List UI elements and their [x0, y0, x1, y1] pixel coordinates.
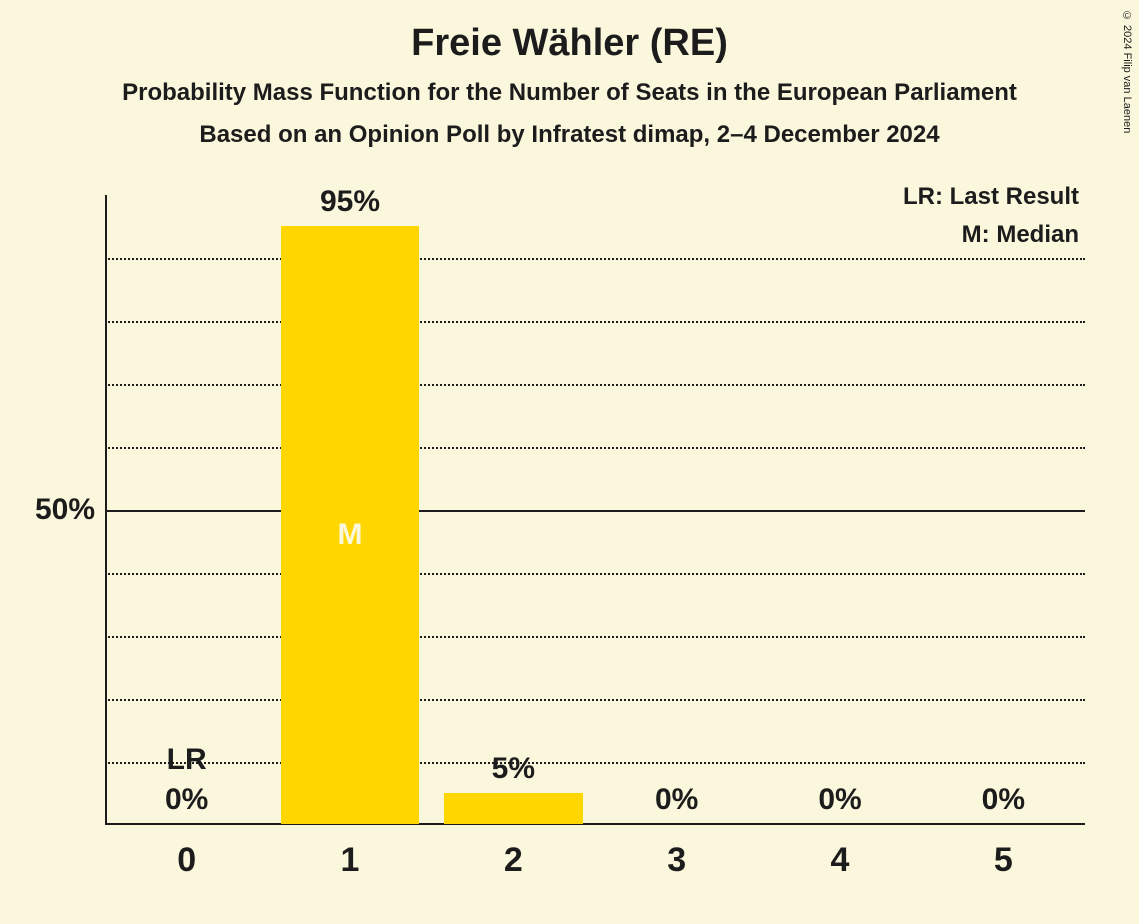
bar-value-label: 0% [982, 783, 1025, 817]
x-tick-label: 4 [831, 841, 850, 880]
grid-line [105, 447, 1085, 449]
bar-value-label: 95% [320, 185, 380, 219]
median-marker: M [338, 518, 363, 552]
grid-line [105, 510, 1085, 512]
bar [444, 793, 583, 825]
chart-subtitle-1: Probability Mass Function for the Number… [0, 65, 1139, 107]
grid-line [105, 384, 1085, 386]
grid-line [105, 636, 1085, 638]
grid-line [105, 573, 1085, 575]
bar-value-label: 5% [492, 752, 535, 786]
x-tick-label: 1 [341, 841, 360, 880]
chart-area: 50%0%LR095%M15%20%30%40%5LR: Last Result… [105, 195, 1085, 825]
bar-value-label: 0% [165, 783, 208, 817]
y-tick-label: 50% [10, 493, 95, 527]
grid-line [105, 762, 1085, 764]
grid-line [105, 699, 1085, 701]
x-tick-label: 2 [504, 841, 523, 880]
x-tick-label: 5 [994, 841, 1013, 880]
grid-line [105, 321, 1085, 323]
bar-value-label: 0% [655, 783, 698, 817]
legend-median: M: Median [962, 221, 1079, 249]
x-axis [105, 823, 1085, 825]
x-tick-label: 0 [177, 841, 196, 880]
x-tick-label: 3 [667, 841, 686, 880]
grid-line [105, 258, 1085, 260]
chart-subtitle-2: Based on an Opinion Poll by Infratest di… [0, 107, 1139, 149]
legend-lr: LR: Last Result [903, 183, 1079, 211]
bar-value-label: 0% [818, 783, 861, 817]
chart-title: Freie Wähler (RE) [0, 0, 1139, 65]
lr-marker: LR [167, 743, 207, 777]
plot-region: 50%0%LR095%M15%20%30%40%5LR: Last Result… [105, 195, 1085, 825]
copyright-text: © 2024 Filip van Laenen [1121, 10, 1133, 133]
